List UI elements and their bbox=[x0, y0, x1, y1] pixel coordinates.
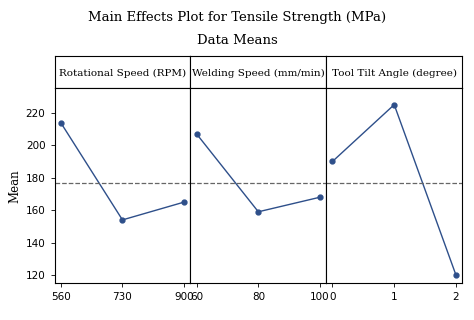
Text: Rotational Speed (RPM): Rotational Speed (RPM) bbox=[59, 69, 186, 78]
Y-axis label: Mean: Mean bbox=[9, 169, 21, 203]
Text: Main Effects Plot for Tensile Strength (MPa): Main Effects Plot for Tensile Strength (… bbox=[88, 11, 386, 24]
Text: Welding Speed (mm/min): Welding Speed (mm/min) bbox=[192, 69, 325, 78]
Text: Data Means: Data Means bbox=[197, 34, 277, 47]
Text: Tool Tilt Angle (degree): Tool Tilt Angle (degree) bbox=[332, 69, 457, 78]
